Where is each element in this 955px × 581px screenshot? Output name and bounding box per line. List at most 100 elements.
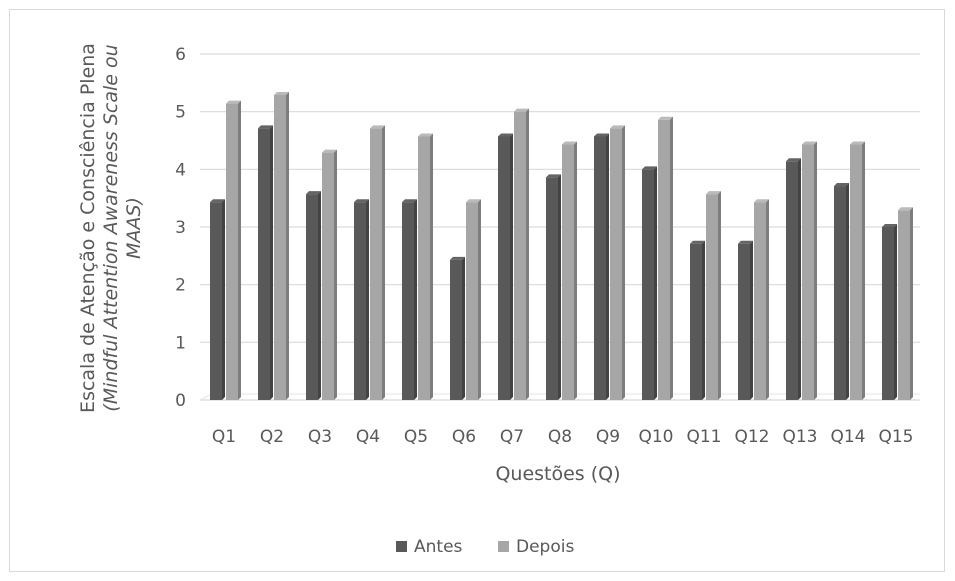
bar-side — [430, 133, 433, 401]
bar-depois-q13 — [802, 141, 817, 400]
bar-depois-q15 — [898, 207, 913, 400]
bar-front — [610, 128, 622, 400]
x-tick-label: Q6 — [452, 427, 476, 447]
bar-side — [622, 125, 625, 400]
bar-front — [706, 194, 718, 400]
bar-front — [514, 111, 526, 401]
bar-top — [882, 224, 897, 227]
bar-front — [306, 194, 318, 400]
bar-front — [882, 227, 894, 400]
bar-front — [642, 169, 654, 400]
bar-depois-q4 — [370, 125, 385, 400]
bar-side — [670, 116, 673, 401]
bar-front — [546, 177, 558, 400]
bar-front — [738, 243, 750, 400]
y-tick-labels: 0 1 2 3 4 5 6 — [175, 45, 186, 411]
bar-top — [514, 108, 529, 112]
bar-side — [846, 183, 849, 400]
bar-front — [786, 161, 798, 400]
bar-side — [574, 141, 577, 400]
x-axis-title: Questões (Q) — [495, 463, 620, 485]
bar-front — [226, 103, 238, 401]
bar-antes-q4 — [354, 199, 369, 400]
bar-depois-q11 — [706, 191, 721, 400]
bar-top — [786, 158, 801, 162]
x-tick-label: Q15 — [878, 427, 913, 447]
bar-antes-q6 — [450, 256, 465, 400]
legend: Antes Depois — [396, 537, 574, 557]
bar-front — [658, 119, 670, 401]
bar-side — [798, 158, 801, 400]
bar-top — [610, 125, 625, 129]
bar-front — [754, 202, 766, 400]
bar-top — [594, 133, 609, 137]
legend-swatch-antes — [396, 541, 407, 552]
bar-front — [370, 128, 382, 400]
bar-front — [834, 186, 846, 400]
bar-depois-q6 — [466, 199, 481, 400]
bar-top — [850, 141, 865, 145]
bar-top — [402, 199, 417, 203]
y-axis-title-line2: (Mindful Attention Awareness Scale ou — [100, 44, 122, 411]
bar-side — [478, 199, 481, 400]
bar-antes-q7 — [498, 133, 513, 401]
bar-top — [690, 240, 705, 244]
bar-front — [690, 243, 702, 400]
bar-antes-q11 — [690, 240, 705, 400]
bar-depois-q7 — [514, 108, 529, 401]
bar-depois-q8 — [562, 141, 577, 400]
x-tick-label: Q13 — [782, 427, 817, 447]
x-tick-label: Q7 — [500, 427, 524, 447]
bar-top — [418, 133, 433, 137]
bar-top — [546, 174, 561, 178]
bar-front — [354, 202, 366, 400]
bar-antes-q10 — [642, 166, 657, 400]
x-tick-label: Q10 — [638, 427, 673, 447]
x-tick-label: Q12 — [734, 427, 769, 447]
bar-top — [706, 191, 721, 195]
bar-depois-q5 — [418, 133, 433, 401]
bar-depois-q1 — [226, 100, 241, 401]
bar-side — [270, 125, 273, 400]
x-tick-label: Q4 — [356, 427, 380, 447]
bar-side — [318, 191, 321, 400]
bar-side — [894, 224, 897, 400]
bar-side — [366, 199, 369, 400]
bar-top — [354, 199, 369, 203]
bar-top — [802, 141, 817, 145]
bar-side — [814, 141, 817, 400]
bar-side — [414, 199, 417, 400]
bar-side — [382, 125, 385, 400]
bar-top — [754, 199, 769, 203]
bar-antes-q12 — [738, 240, 753, 400]
x-tick-label: Q2 — [260, 427, 284, 447]
bar-side — [766, 199, 769, 400]
y-tick-label: 5 — [175, 103, 186, 123]
bar-front — [594, 136, 606, 401]
bar-side — [286, 91, 289, 401]
bar-front — [898, 210, 910, 400]
bar-depois-q10 — [658, 116, 673, 401]
bar-top — [834, 183, 849, 187]
x-tick-label: Q9 — [596, 427, 620, 447]
x-tick-label: Q11 — [686, 427, 721, 447]
bar-antes-q13 — [786, 158, 801, 400]
bar-side — [558, 174, 561, 400]
y-tick-label: 6 — [175, 45, 186, 65]
bar-antes-q1 — [210, 199, 225, 400]
bar-side — [334, 149, 337, 400]
bar-top — [210, 199, 225, 203]
bar-antes-q15 — [882, 224, 897, 400]
x-tick-label: Q5 — [404, 427, 428, 447]
bar-front — [498, 136, 510, 401]
bar-top — [898, 207, 913, 211]
bar-antes-q2 — [258, 125, 273, 400]
x-tick-label: Q14 — [830, 427, 865, 447]
bar-top — [466, 199, 481, 203]
bar-depois-q12 — [754, 199, 769, 400]
bar-antes-q5 — [402, 199, 417, 400]
bar-side — [750, 240, 753, 400]
bar-side — [862, 141, 865, 400]
bar-front — [418, 136, 430, 401]
